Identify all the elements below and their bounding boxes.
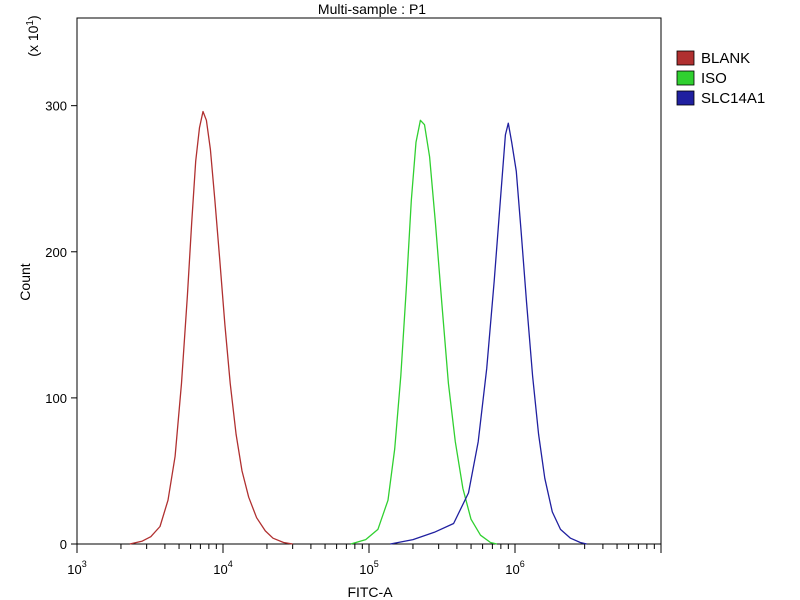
y-multiplier-label: (x 101) (25, 15, 41, 56)
series-line-iso (350, 119, 497, 545)
legend: BLANK ISO SLC14A1 (676, 50, 765, 107)
y-tick-label: 300 (45, 99, 67, 114)
y-axis-label: Count (17, 263, 33, 300)
x-axis-ticks: 103 104 105 106 (67, 544, 662, 577)
legend-label-slc14a1: SLC14A1 (701, 90, 765, 107)
y-tick-label: 100 (45, 391, 67, 406)
x-axis-label: FITC-A (347, 584, 393, 600)
x-tick-label: 105 (359, 559, 378, 577)
y-multiplier-prefix: (x 10 (25, 25, 41, 56)
plot-frame (76, 17, 662, 545)
y-tick-label: 0 (60, 537, 67, 552)
chart-title: Multi-sample : P1 (318, 1, 426, 17)
y-axis-ticks: 0 100 200 300 (45, 99, 77, 552)
series-line-slc14a1 (390, 122, 587, 545)
x-tick-label: 103 (67, 559, 86, 577)
legend-swatch-iso (676, 70, 695, 86)
legend-swatch-blank (676, 50, 695, 66)
series-group (129, 110, 587, 545)
x-tick-label: 106 (505, 559, 524, 577)
legend-label-blank: BLANK (701, 50, 750, 67)
legend-swatch-slc14a1 (676, 90, 695, 106)
series-line-blank (129, 110, 293, 545)
y-multiplier-exp: 1 (25, 20, 36, 26)
legend-label-iso: ISO (701, 70, 727, 87)
x-tick-label: 104 (213, 559, 232, 577)
y-tick-label: 200 (45, 245, 67, 260)
